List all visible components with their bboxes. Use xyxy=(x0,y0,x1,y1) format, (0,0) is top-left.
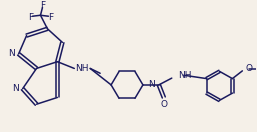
Text: F: F xyxy=(48,13,53,22)
Text: NH: NH xyxy=(178,71,191,80)
Text: O: O xyxy=(245,64,252,73)
Text: NH: NH xyxy=(76,64,89,73)
Text: N: N xyxy=(12,84,19,93)
Text: F: F xyxy=(28,13,33,22)
Text: N: N xyxy=(8,50,15,58)
Text: O: O xyxy=(160,100,167,109)
Text: N: N xyxy=(148,80,155,89)
Text: F: F xyxy=(40,1,45,10)
